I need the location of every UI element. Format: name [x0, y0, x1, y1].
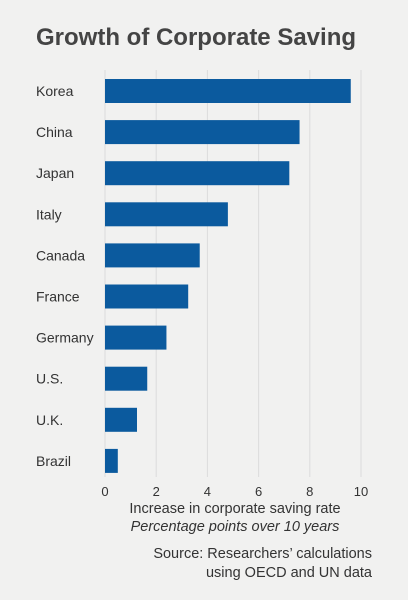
category-label: Korea — [36, 83, 74, 99]
source-line-1: Source: Researchers’ calculations — [153, 546, 372, 562]
x-tick-label: 0 — [101, 484, 108, 499]
x-tick-label: 2 — [153, 484, 160, 499]
chart-title: Growth of Corporate Saving — [36, 24, 356, 51]
category-label: U.K. — [36, 412, 63, 428]
category-label: Italy — [36, 206, 62, 222]
x-axis-ticks: 0 2 4 6 8 10 — [101, 484, 368, 499]
bar — [105, 407, 137, 432]
bars — [105, 79, 351, 473]
x-tick-label: 4 — [204, 484, 211, 499]
category-label: Canada — [36, 247, 85, 263]
category-label: Germany — [36, 330, 94, 346]
bar — [105, 284, 189, 309]
x-axis-sublabel: Percentage points over 10 years — [131, 519, 340, 535]
category-label: China — [36, 124, 73, 140]
bar — [105, 243, 200, 268]
category-label: Brazil — [36, 453, 71, 469]
x-tick-label: 8 — [306, 484, 313, 499]
x-axis-label: Increase in corporate saving rate — [129, 501, 340, 517]
source-line-2: using OECD and UN data — [206, 565, 373, 581]
bar — [105, 325, 167, 350]
bar — [105, 366, 148, 391]
category-label: U.S. — [36, 371, 63, 387]
bar — [105, 448, 118, 473]
bar — [105, 79, 351, 103]
bar — [105, 120, 300, 145]
category-label: Japan — [36, 165, 74, 181]
x-tick-label: 6 — [255, 484, 262, 499]
bar — [105, 161, 290, 186]
category-label: France — [36, 289, 80, 305]
bar — [105, 202, 228, 227]
x-tick-label: 10 — [354, 484, 368, 499]
category-labels: Korea China Japan Italy Canada France Germany U… — [36, 83, 94, 469]
